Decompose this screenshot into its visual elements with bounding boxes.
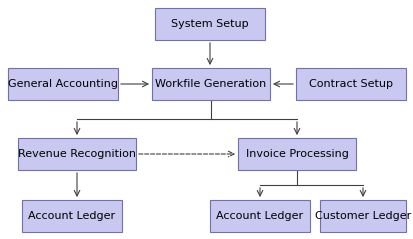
- Bar: [319, 200, 405, 232]
- Bar: [295, 68, 405, 100]
- Bar: [8, 68, 118, 100]
- Bar: [237, 138, 355, 170]
- Bar: [18, 138, 136, 170]
- Bar: [22, 200, 122, 232]
- Text: Account Ledger: Account Ledger: [28, 211, 115, 221]
- Bar: [152, 68, 269, 100]
- Bar: [209, 200, 309, 232]
- Text: Contract Setup: Contract Setup: [308, 79, 392, 89]
- Text: Account Ledger: Account Ledger: [216, 211, 303, 221]
- Text: Revenue Recognition: Revenue Recognition: [18, 149, 136, 159]
- Text: System Setup: System Setup: [171, 19, 248, 29]
- Text: Invoice Processing: Invoice Processing: [245, 149, 348, 159]
- Text: Customer Ledger: Customer Ledger: [314, 211, 410, 221]
- Bar: [154, 8, 264, 40]
- Text: General Accounting: General Accounting: [8, 79, 118, 89]
- Text: Workfile Generation: Workfile Generation: [155, 79, 266, 89]
